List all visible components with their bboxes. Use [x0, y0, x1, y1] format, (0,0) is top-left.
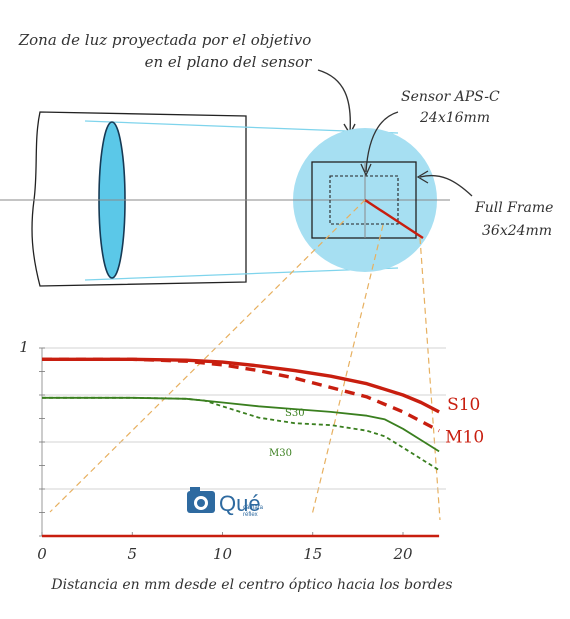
logo-sub1: cámara	[243, 505, 264, 511]
brand-logo: Qué cámara réflex	[187, 487, 264, 518]
series-label-s10: S10	[447, 395, 480, 415]
projection-label-line1: Zona de luz proyectada por el objetivo	[18, 31, 312, 49]
apsc-sensor	[329, 175, 399, 225]
ff-label-line1: Full Frame	[474, 200, 553, 216]
x-tick-label: 5	[127, 545, 137, 563]
series-label-m10: M10	[445, 428, 484, 448]
x-tick-label: 0	[37, 545, 47, 563]
series-line-s30	[42, 396, 440, 453]
x-tick-label: 10	[213, 545, 233, 563]
ff-arrow-head	[416, 170, 429, 184]
apsc-arrow-head	[360, 163, 372, 177]
logo-sub2: réflex	[243, 512, 258, 518]
lens-ray-bottom	[84, 267, 399, 281]
series-line-m30	[42, 396, 440, 471]
series-label-s30: S30	[285, 408, 305, 419]
lens-body	[31, 111, 247, 287]
projection-arrow	[317, 69, 352, 133]
apsc-label-line1: Sensor APS-C	[401, 89, 500, 105]
x-tick-label: 20	[392, 545, 413, 563]
vignetting-chart: 0 5 10 15 20 1 S10 M10 S30 M30	[19, 338, 484, 563]
projection-label-line2: en el plano del sensor	[145, 53, 313, 71]
x-tick-label: 15	[303, 545, 322, 563]
logo-main: Qué	[219, 491, 261, 516]
x-axis-label: Distancia en mm desde el centro óptico h…	[50, 577, 452, 593]
series-line-m10	[42, 357, 440, 433]
guide-line-center	[49, 199, 366, 513]
apsc-arrow	[365, 111, 399, 173]
ff-arrow	[419, 174, 473, 197]
diagonal-red	[364, 198, 424, 240]
apsc-label-line2: 24x16mm	[419, 110, 490, 126]
ff-label-line2: 36x24mm	[482, 223, 552, 239]
full-frame-sensor	[311, 161, 417, 239]
y-tick-label: 1	[19, 338, 29, 356]
guide-line-ff-corner	[419, 237, 441, 521]
series-label-m30: M30	[269, 448, 292, 459]
